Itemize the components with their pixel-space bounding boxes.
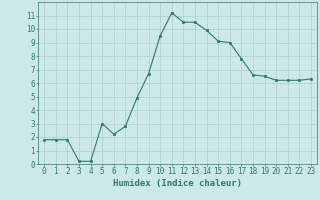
X-axis label: Humidex (Indice chaleur): Humidex (Indice chaleur) — [113, 179, 242, 188]
